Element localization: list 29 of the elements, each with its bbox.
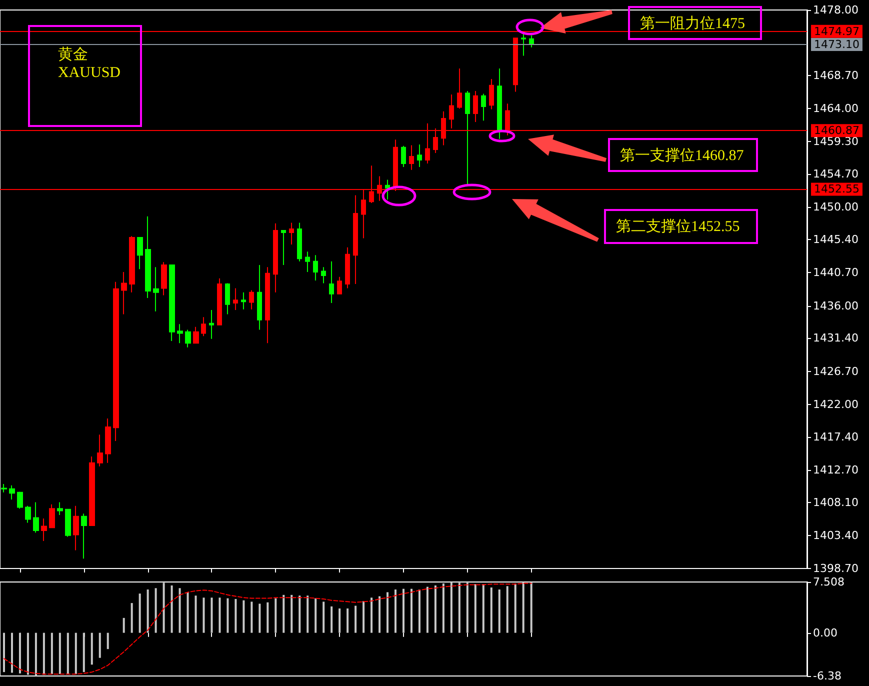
y-tick-label: 1436.00 <box>813 299 858 312</box>
y-tick-label: 0.00 <box>813 626 838 640</box>
y-tick-label: 1403.40 <box>813 528 858 542</box>
y-tick-label: 1445.40 <box>813 233 858 246</box>
y-tick-label: 1426.70 <box>813 364 858 378</box>
y-tick-label: 1450.00 <box>813 200 858 214</box>
y-tick-label: 1478.00 <box>813 4 858 16</box>
y-tick-label: 1412.70 <box>813 463 858 476</box>
ref-line-label: 1474.97 <box>814 24 860 38</box>
y-tick-label: 1408.10 <box>813 496 858 509</box>
y-tick-label: 1468.70 <box>813 69 858 82</box>
ref-line-label: 1473.10 <box>814 38 860 52</box>
y-tick-label: 1440.70 <box>813 266 858 280</box>
ref-line-label: 1452.55 <box>814 182 860 196</box>
y-tick-label: 1454.70 <box>813 168 858 181</box>
y-tick-label: 1398.70 <box>813 562 858 575</box>
y-tick-label: 1459.30 <box>813 135 858 148</box>
y-tick-label: 7.508 <box>813 576 844 588</box>
annotation: 第一支撑位1460.87 <box>620 146 744 165</box>
y-tick-label: 1464.00 <box>813 102 858 116</box>
annotation: XAUUSD <box>58 65 121 82</box>
y-tick-label: 1422.00 <box>813 398 858 411</box>
annotation: 黄金 <box>58 46 88 64</box>
y-tick-label: -6.38 <box>813 670 842 682</box>
annotation: 第一阻力位1475 <box>640 14 745 33</box>
annotation: 第二支撑位1452.55 <box>616 218 740 236</box>
y-tick-label: 1431.40 <box>813 332 858 345</box>
ref-line-label: 1460.87 <box>814 124 860 138</box>
y-tick-label: 1417.40 <box>813 430 858 444</box>
